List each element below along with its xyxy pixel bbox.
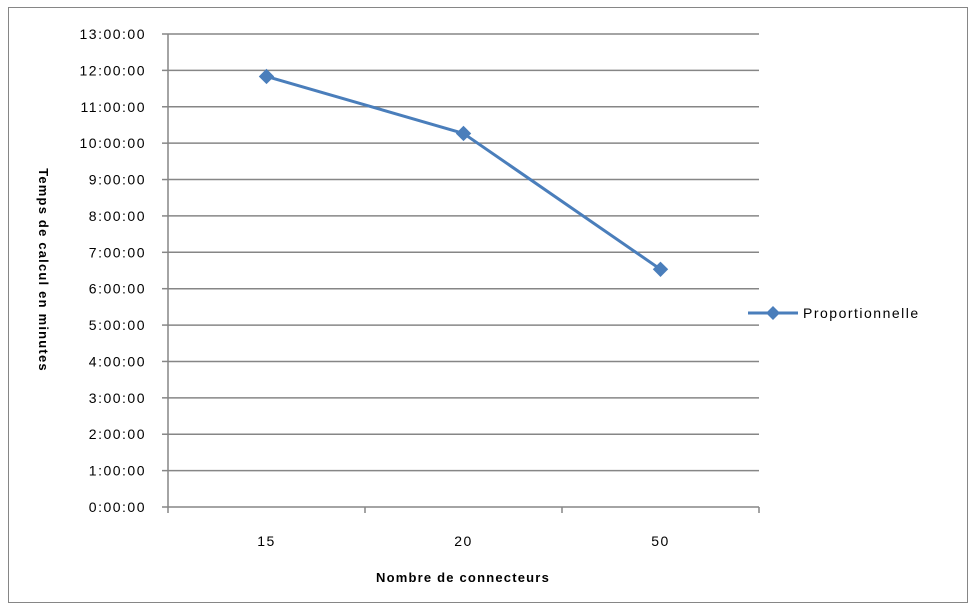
axes: [167, 34, 760, 513]
y-tick-labels: 0:00:00 1:00:00 2:00:00 3:00:00 4:00:00 5:00:…: [80, 26, 147, 515]
gridlines: [162, 33, 759, 508]
x-tick-label: 50: [651, 533, 670, 549]
y-tick-label: 7:00:00: [89, 244, 146, 260]
data-point-marker: [455, 125, 472, 142]
y-tick-label: 2:00:00: [89, 426, 146, 442]
series-layer: [258, 68, 669, 278]
legend: Proportionnelle: [748, 305, 920, 321]
y-tick-label: 1:00:00: [89, 463, 146, 479]
y-tick-label: 13:00:00: [80, 26, 147, 42]
legend-marker: [766, 306, 780, 320]
y-tick-label: 12:00:00: [80, 62, 147, 78]
y-tick-label: 9:00:00: [89, 172, 146, 188]
x-tick-label: 15: [257, 533, 276, 549]
y-tick-label: 3:00:00: [89, 390, 146, 406]
y-tick-label: 10:00:00: [80, 135, 147, 151]
y-tick-label: 5:00:00: [89, 317, 146, 333]
x-tick-label: 20: [454, 533, 473, 549]
y-axis-title: Temps de calcul en minutes: [36, 168, 51, 372]
y-tick-label: 4:00:00: [89, 353, 146, 369]
y-tick-label: 0:00:00: [89, 499, 146, 515]
data-point-marker: [652, 261, 669, 278]
data-point-marker: [258, 68, 275, 85]
series-line: [266, 75, 662, 271]
y-tick-label: 8:00:00: [89, 208, 146, 224]
x-axis-title: Nombre de connecteurs: [376, 570, 550, 585]
y-tick-label: 6:00:00: [89, 281, 146, 297]
x-tick-labels: 15 20 50: [257, 533, 670, 549]
y-tick-label: 11:00:00: [81, 99, 146, 115]
legend-label: Proportionnelle: [803, 305, 920, 321]
